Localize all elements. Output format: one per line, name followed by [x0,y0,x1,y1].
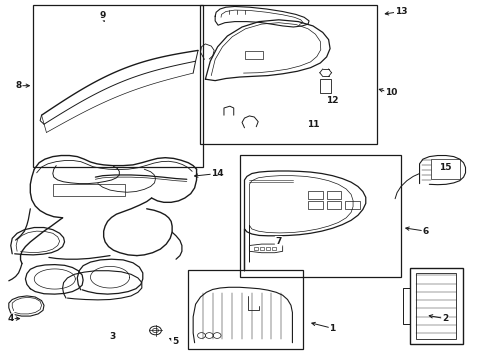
Bar [326,201,341,209]
Bar [430,159,459,179]
Bar [307,201,322,209]
Text: 13: 13 [394,7,407,16]
Bar [200,5,376,144]
Text: 6: 6 [422,227,427,236]
Bar [307,191,322,199]
Text: 14: 14 [211,169,224,178]
Bar [271,247,275,250]
Bar [254,247,258,250]
Bar [53,184,125,196]
Bar [326,191,341,199]
Bar [345,201,359,209]
Text: 3: 3 [109,332,115,341]
Text: 11: 11 [306,120,319,129]
Bar [245,51,262,59]
Text: 8: 8 [16,81,21,90]
Bar [320,79,330,93]
Bar [260,247,264,250]
Text: 4: 4 [7,314,14,323]
Text: 15: 15 [438,163,450,172]
Text: 7: 7 [275,237,282,246]
Bar [188,270,303,349]
Text: 10: 10 [384,88,397,97]
Text: 9: 9 [99,10,106,19]
Bar [415,273,455,339]
Text: 5: 5 [172,337,178,346]
Text: 2: 2 [441,314,447,323]
Text: 1: 1 [329,324,335,333]
Bar [265,247,269,250]
Bar [409,268,462,344]
Bar [239,155,400,277]
Bar [33,5,203,167]
Text: 12: 12 [325,96,338,105]
